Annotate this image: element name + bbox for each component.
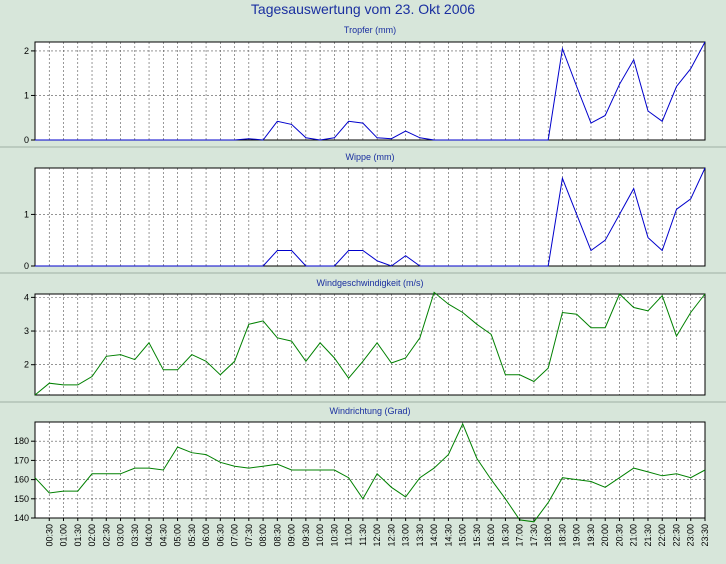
page-title: Tagesauswertung vom 23. Okt 2006 — [250, 1, 476, 17]
xtick-label-13: 07:00 — [230, 524, 240, 547]
xtick-label-20: 10:30 — [329, 524, 339, 547]
xtick-label-40: 20:30 — [614, 524, 624, 547]
xtick-label-22: 11:30 — [358, 524, 368, 546]
xtick-label-27: 14:00 — [429, 524, 439, 547]
ytick-label-3-0: 140 — [14, 513, 29, 523]
plot-frame-1 — [34, 167, 706, 267]
xtick-label-36: 18:30 — [557, 524, 567, 547]
plot-frame-2 — [34, 293, 706, 396]
ytick-label-0-0: 0 — [24, 135, 29, 145]
plot-bg-3 — [35, 422, 705, 518]
xtick-label-15: 08:00 — [258, 524, 268, 547]
ytick-label-2-0: 2 — [24, 360, 29, 370]
xtick-label-6: 03:30 — [130, 524, 140, 547]
xtick-label-18: 09:30 — [301, 524, 311, 547]
ytick-label-2-2: 4 — [24, 292, 29, 302]
ytick-label-1-0: 0 — [24, 261, 29, 271]
xtick-label-1: 01:00 — [59, 524, 69, 547]
xtick-label-14: 07:30 — [244, 524, 254, 547]
xtick-label-4: 02:30 — [101, 524, 111, 547]
ytick-label-3-3: 170 — [14, 455, 29, 465]
panel-title-1: Wippe (mm) — [346, 152, 395, 162]
xtick-label-7: 04:00 — [144, 524, 154, 547]
xtick-label-9: 05:00 — [173, 524, 183, 547]
series-line-2 — [34, 291, 706, 396]
xtick-label-28: 14:30 — [443, 524, 453, 547]
xtick-label-21: 11:00 — [344, 524, 354, 546]
xtick-label-32: 16:30 — [500, 524, 510, 547]
plot-bg-1 — [35, 168, 705, 266]
ytick-label-3-4: 180 — [14, 436, 29, 446]
xtick-label-24: 12:30 — [386, 524, 396, 547]
panel-title-3: Windrichtung (Grad) — [329, 406, 410, 416]
xtick-label-0: 00:30 — [44, 524, 54, 547]
series-line-3 — [34, 422, 706, 523]
panel-title-2: Windgeschwindigkeit (m/s) — [316, 278, 423, 288]
xtick-label-17: 09:00 — [287, 524, 297, 547]
ytick-label-2-1: 3 — [24, 326, 29, 336]
xtick-label-5: 03:00 — [116, 524, 126, 547]
xtick-label-44: 22:30 — [671, 524, 681, 547]
xtick-label-35: 18:00 — [543, 524, 553, 547]
plot-frame-0 — [34, 41, 706, 141]
xtick-label-30: 15:30 — [472, 524, 482, 547]
xtick-label-45: 23:00 — [686, 524, 696, 547]
xtick-label-12: 06:30 — [215, 524, 225, 547]
series-line-0 — [35, 41, 706, 141]
xtick-label-43: 22:00 — [657, 524, 667, 547]
xtick-label-11: 06:00 — [201, 524, 211, 547]
xtick-label-16: 08:30 — [272, 524, 282, 547]
xtick-label-42: 21:30 — [643, 524, 653, 547]
panel-title-0: Tropfer (mm) — [344, 25, 396, 35]
ytick-label-3-2: 160 — [14, 475, 29, 485]
xtick-label-34: 17:30 — [529, 524, 539, 547]
ytick-label-1-1: 1 — [24, 209, 29, 219]
plot-bg-0 — [35, 42, 705, 140]
xtick-label-29: 15:00 — [458, 524, 468, 547]
ytick-label-3-1: 150 — [14, 494, 29, 504]
ytick-label-0-2: 2 — [24, 46, 29, 56]
xtick-label-8: 04:30 — [158, 524, 168, 547]
xtick-label-46: 23:30 — [700, 524, 710, 547]
xtick-label-26: 13:30 — [415, 524, 425, 547]
xtick-label-10: 05:30 — [187, 524, 197, 547]
xtick-label-31: 16:00 — [486, 524, 496, 547]
xtick-label-3: 02:00 — [87, 524, 97, 547]
series-line-1 — [35, 167, 706, 267]
xtick-label-38: 19:30 — [586, 524, 596, 547]
xtick-label-25: 13:00 — [401, 524, 411, 547]
plot-bg-2 — [35, 294, 705, 395]
xtick-label-41: 21:00 — [629, 524, 639, 547]
xtick-label-19: 10:00 — [315, 524, 325, 547]
xtick-label-33: 17:00 — [515, 524, 525, 547]
ytick-label-0-1: 1 — [24, 90, 29, 100]
xtick-label-37: 19:00 — [572, 524, 582, 547]
xtick-label-2: 01:30 — [73, 524, 83, 547]
xtick-label-39: 20:00 — [600, 524, 610, 547]
xtick-label-23: 12:00 — [372, 524, 382, 547]
